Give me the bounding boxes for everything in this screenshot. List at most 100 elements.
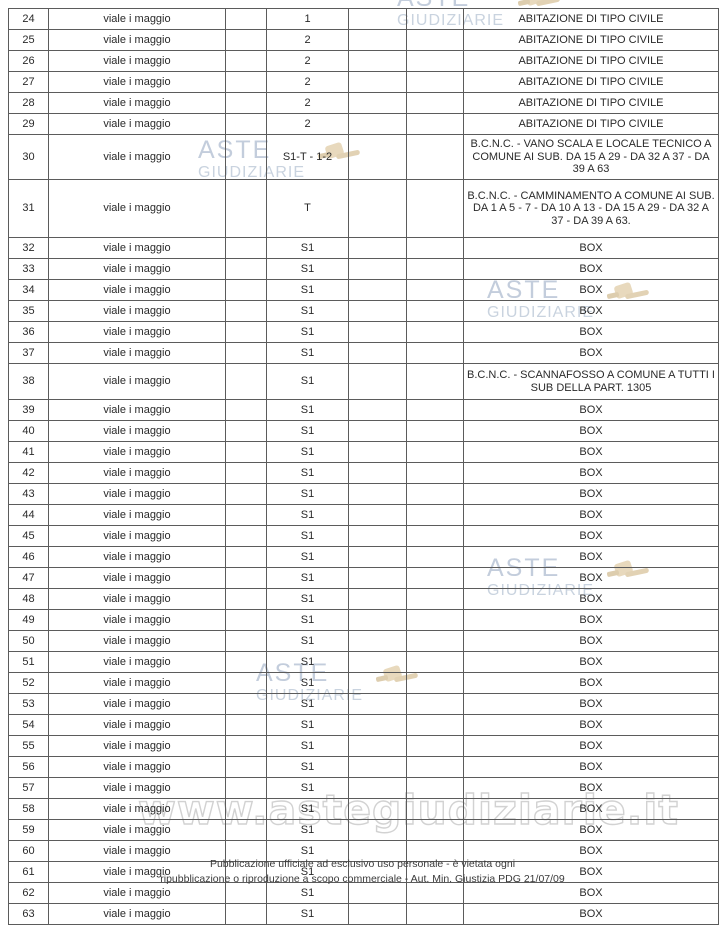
cell-sub: 24: [8, 8, 49, 30]
cell-piano: 2: [266, 50, 349, 72]
cell-col5: [348, 258, 407, 280]
cell-sub: 37: [8, 342, 49, 364]
cell-col5: [348, 714, 407, 736]
table-row: 57 viale i maggio S1 BOX: [8, 777, 719, 799]
cell-col6: [406, 321, 464, 343]
cell-piano: S1: [266, 483, 349, 505]
cell-piano: 2: [266, 29, 349, 51]
cell-categoria: B.C.N.C. - VANO SCALA E LOCALE TECNICO A…: [463, 134, 719, 180]
cell-col3: [225, 237, 267, 259]
cell-indirizzo: viale i maggio: [48, 92, 226, 114]
cell-sub: 33: [8, 258, 49, 280]
cell-indirizzo: viale i maggio: [48, 735, 226, 757]
cell-sub: 49: [8, 609, 49, 631]
cell-sub: 30: [8, 134, 49, 180]
cell-categoria: BOX: [463, 609, 719, 631]
cell-col3: [225, 777, 267, 799]
cell-col6: [406, 342, 464, 364]
table-row: 52 viale i maggio S1 BOX: [8, 672, 719, 694]
cell-col6: [406, 546, 464, 568]
cell-categoria: BOX: [463, 756, 719, 778]
cell-piano: S1: [266, 462, 349, 484]
cell-sub: 45: [8, 525, 49, 547]
cell-sub: 54: [8, 714, 49, 736]
table-row: 28 viale i maggio 2 ABITAZIONE DI TIPO CIVI…: [8, 92, 719, 114]
cell-col5: [348, 8, 407, 30]
table-row: 41 viale i maggio S1 BOX: [8, 441, 719, 463]
cell-piano: S1: [266, 672, 349, 694]
cell-categoria: BOX: [463, 777, 719, 799]
cell-sub: 52: [8, 672, 49, 694]
cell-col5: [348, 29, 407, 51]
cell-piano: S1: [266, 321, 349, 343]
cell-col5: [348, 71, 407, 93]
cell-col6: [406, 630, 464, 652]
cell-piano: T: [266, 179, 349, 238]
cell-sub: 40: [8, 420, 49, 442]
table-row: 31 viale i maggio T B.C.N.C. - CAMMINAMENTO…: [8, 179, 719, 238]
table-row: 58 viale i maggio S1 BOX: [8, 798, 719, 820]
cell-sub: 51: [8, 651, 49, 673]
cell-col3: [225, 651, 267, 673]
cell-categoria: BOX: [463, 567, 719, 589]
legal-footer: Pubblicazione ufficiale ad esclusivo uso…: [0, 857, 725, 887]
cell-indirizzo: viale i maggio: [48, 420, 226, 442]
table-row: 48 viale i maggio S1 BOX: [8, 588, 719, 610]
cell-col6: [406, 92, 464, 114]
cell-col6: [406, 693, 464, 715]
table-row: 56 viale i maggio S1 BOX: [8, 756, 719, 778]
cell-piano: S1: [266, 693, 349, 715]
cell-indirizzo: viale i maggio: [48, 630, 226, 652]
cell-col3: [225, 525, 267, 547]
cell-categoria: BOX: [463, 714, 719, 736]
cell-indirizzo: viale i maggio: [48, 8, 226, 30]
cell-col6: [406, 50, 464, 72]
cell-col5: [348, 462, 407, 484]
cell-col6: [406, 237, 464, 259]
cell-categoria: BOX: [463, 798, 719, 820]
cell-col6: [406, 798, 464, 820]
cell-col6: [406, 462, 464, 484]
cell-piano: 2: [266, 113, 349, 135]
cell-col3: [225, 903, 267, 925]
cell-col5: [348, 798, 407, 820]
cell-categoria: BOX: [463, 279, 719, 301]
table-row: 36 viale i maggio S1 BOX: [8, 321, 719, 343]
cell-piano: S1: [266, 651, 349, 673]
cell-piano: S1: [266, 609, 349, 631]
cell-categoria: BOX: [463, 651, 719, 673]
cell-col6: [406, 756, 464, 778]
cell-col5: [348, 342, 407, 364]
cell-sub: 25: [8, 29, 49, 51]
cell-piano: S1-T - 1-2: [266, 134, 349, 180]
cell-col3: [225, 546, 267, 568]
cell-categoria: BOX: [463, 546, 719, 568]
table-row: 38 viale i maggio S1 B.C.N.C. - SCANNAFOSSO…: [8, 363, 719, 400]
cell-categoria: BOX: [463, 819, 719, 841]
table-row: 44 viale i maggio S1 BOX: [8, 504, 719, 526]
table-row: 43 viale i maggio S1 BOX: [8, 483, 719, 505]
cell-piano: S1: [266, 441, 349, 463]
cell-piano: S1: [266, 420, 349, 442]
cell-piano: 2: [266, 92, 349, 114]
table-row: 51 viale i maggio S1 BOX: [8, 651, 719, 673]
cell-categoria: BOX: [463, 420, 719, 442]
cell-col3: [225, 113, 267, 135]
table-row: 54 viale i maggio S1 BOX: [8, 714, 719, 736]
cell-col5: [348, 420, 407, 442]
cell-indirizzo: viale i maggio: [48, 777, 226, 799]
cell-col3: [225, 504, 267, 526]
cell-categoria: BOX: [463, 525, 719, 547]
cell-categoria: BOX: [463, 342, 719, 364]
cell-col5: [348, 441, 407, 463]
cell-col6: [406, 399, 464, 421]
cell-col5: [348, 630, 407, 652]
cell-sub: 42: [8, 462, 49, 484]
cell-col5: [348, 321, 407, 343]
cell-col5: [348, 279, 407, 301]
cell-col6: [406, 258, 464, 280]
cell-col6: [406, 504, 464, 526]
cell-categoria: ABITAZIONE DI TIPO CIVILE: [463, 113, 719, 135]
cell-indirizzo: viale i maggio: [48, 756, 226, 778]
cell-col5: [348, 819, 407, 841]
